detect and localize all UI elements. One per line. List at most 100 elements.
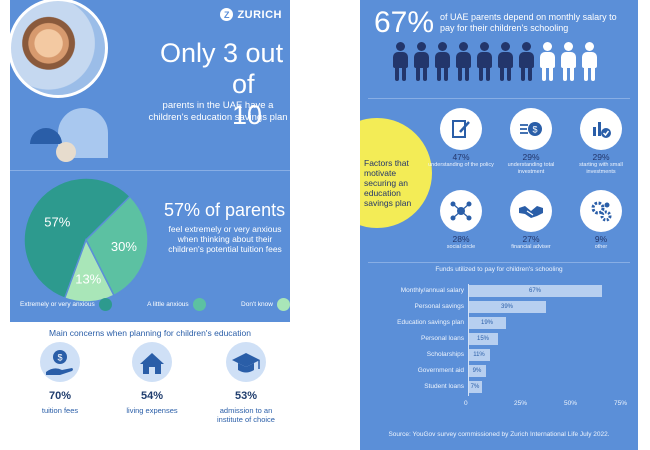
concern-item: $ 70% tuition fees: [20, 342, 100, 415]
concern-label: admission to an institute of choice: [217, 406, 275, 424]
factor-label: understanding total investment: [507, 162, 555, 175]
factor-pct: 29%: [592, 152, 610, 162]
legend-label: Don't know: [241, 301, 273, 308]
brand-logo: Z ZURICH: [220, 8, 282, 21]
bar-axis-tick: 25%: [514, 400, 528, 407]
svg-text:$: $: [532, 125, 537, 135]
pie-slice: [63, 238, 115, 303]
factor-item: 28% social circle: [426, 190, 496, 251]
bar-row: Personal savings 39%: [360, 300, 638, 314]
legend-item: Extremely or very anxious: [20, 298, 112, 311]
bar-category-label: Education savings plan: [397, 319, 464, 326]
bar-axis-tick: 0: [464, 400, 468, 407]
divider: [368, 262, 630, 263]
people-pictogram: [392, 42, 598, 82]
pie-slice-label: 57%: [44, 215, 70, 230]
legend-item: A little anxious: [147, 298, 206, 311]
legend-swatch: [276, 298, 290, 311]
gears-icon: [580, 190, 622, 232]
bar: [468, 381, 482, 393]
bar-category-label: Personal loans: [421, 335, 464, 342]
person-icon: [518, 42, 535, 82]
person-icon: [434, 42, 451, 82]
dollar-hand-icon: $: [40, 342, 80, 382]
factor-pct: 9%: [594, 234, 608, 244]
graduation-cap-icon: [226, 342, 266, 382]
bar-value-label: 39%: [500, 304, 513, 310]
factor-item: 47% understanding of the policy: [426, 108, 496, 169]
factor-item: 9% other: [566, 190, 636, 251]
concern-label: living expenses: [126, 406, 178, 415]
bar-axis-tick: 50%: [564, 400, 578, 407]
bar-row: Education savings plan 19%: [360, 316, 638, 330]
anxiety-pie-chart: 57% 30% 13%: [23, 177, 149, 303]
headline: Only 3 out of 10: [160, 38, 290, 131]
bar-row: Personal loans 15%: [360, 332, 638, 346]
person-icon: [581, 42, 598, 82]
bar-value-label: 67%: [528, 288, 541, 294]
bar-category-label: Scholarships: [426, 351, 464, 358]
factor-label: financial adviser: [511, 244, 551, 250]
left-infographic-panel: Z ZURICH Only 3 out of 10 parents in the…: [10, 0, 290, 322]
zurich-logo-icon: Z: [220, 8, 234, 21]
person-icon: [413, 42, 430, 82]
salary-headline-pct: 67%: [374, 6, 435, 39]
factor-label: other: [594, 244, 608, 250]
person-icon: [455, 42, 472, 82]
headline-line2: of 10: [232, 69, 263, 130]
bar-category-label: Student loans: [424, 383, 464, 390]
brand-name: ZURICH: [237, 8, 282, 21]
anxiety-text: feel extremely or very anxious when thin…: [168, 224, 282, 254]
legend-label: Extremely or very anxious: [20, 301, 95, 308]
bar-row: Student loans 7%: [360, 380, 638, 394]
decorative-shape: [56, 142, 76, 162]
bar-category-label: Government aid: [417, 367, 464, 374]
concern-pct: 54%: [140, 390, 164, 402]
document-pen-icon: [440, 108, 482, 150]
concern-pct: 53%: [234, 390, 258, 402]
concern-pct: 70%: [48, 390, 72, 402]
factor-label: social circle: [446, 244, 476, 250]
factor-pct: 28%: [452, 234, 470, 244]
person-icon: [560, 42, 577, 82]
pie-legend: Extremely or very anxious A little anxio…: [20, 298, 290, 311]
bar-value-label: 11%: [473, 352, 485, 358]
factor-item: $ 29% understanding total investment: [496, 108, 566, 176]
person-icon: [539, 42, 556, 82]
source-note: Source: YouGov survey commissioned by Zu…: [388, 431, 610, 438]
bar-value-label: 7%: [470, 384, 480, 390]
pie-slice-label: 30%: [111, 239, 137, 254]
bar: [468, 317, 506, 329]
handshake-icon: [510, 190, 552, 232]
bar-check-icon: [580, 108, 622, 150]
network-icon: [440, 190, 482, 232]
funds-chart-title: Funds utilized to pay for children's sch…: [435, 266, 563, 273]
legend-item: Don't know: [241, 298, 290, 311]
factor-label: starting with small investments: [579, 162, 623, 175]
right-infographic-panel: 67% of UAE parents depend on monthly sal…: [360, 0, 638, 450]
factor-label: understanding of the policy: [428, 162, 494, 168]
pie-slice-label: 13%: [75, 271, 101, 286]
anxiety-headline: 57% of parents: [164, 200, 286, 220]
factors-title: Factors that motivate securing an educat…: [364, 158, 412, 208]
house-icon: [132, 342, 172, 382]
factor-item: 27% financial adviser: [496, 190, 566, 251]
bar: [468, 349, 490, 361]
salary-headline-text: of UAE parents depend on monthly salary …: [440, 12, 617, 33]
pie-slice: [23, 177, 132, 300]
divider: [368, 98, 630, 99]
bar-value-label: 15%: [476, 336, 489, 342]
legend-swatch: [98, 298, 112, 311]
factor-item: 29% starting with small investments: [566, 108, 636, 176]
person-icon: [497, 42, 514, 82]
legend-swatch: [192, 298, 206, 311]
children-photo: [10, 0, 108, 98]
coin-icon: $: [510, 108, 552, 150]
bar-category-label: Monthly/annual salary: [400, 287, 464, 294]
headline-line1: Only 3 out: [160, 38, 284, 68]
bar: [468, 285, 602, 297]
divider: [10, 170, 290, 171]
bar: [468, 301, 546, 313]
svg-text:$: $: [57, 353, 62, 363]
concern-item: 53% admission to an institute of choice: [206, 342, 286, 424]
